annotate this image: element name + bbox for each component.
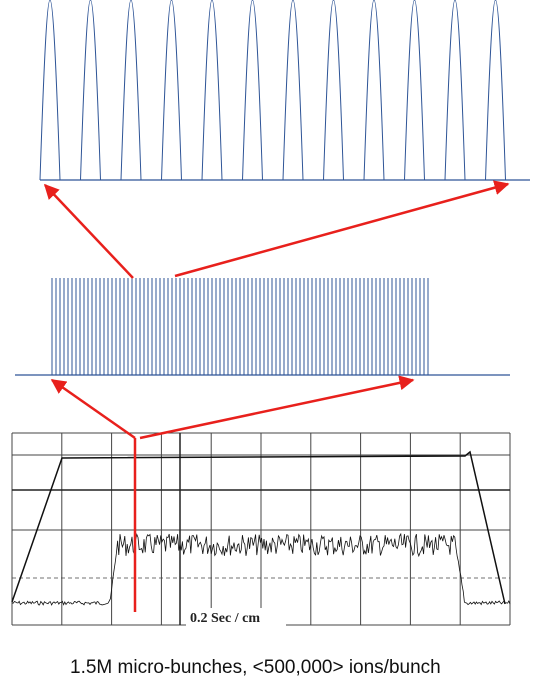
micro-bunch-train — [52, 278, 428, 375]
peak — [81, 0, 101, 180]
arrow — [45, 185, 133, 278]
peak — [243, 0, 263, 180]
envelope-trace — [12, 452, 505, 604]
peak — [283, 0, 303, 180]
peak — [40, 0, 60, 180]
scope-label: 0.2 Sec / cm — [190, 611, 260, 626]
peak — [324, 0, 344, 180]
arrow — [140, 380, 413, 438]
page: 0.2 Sec / cm 1.5M micro-bunches, <500,00… — [0, 0, 553, 687]
peak — [405, 0, 425, 180]
caption: 1.5M micro-bunches, <500,000> ions/bunch — [70, 657, 441, 678]
peak — [121, 0, 141, 180]
peak — [202, 0, 222, 180]
figure: 0.2 Sec / cm 1.5M micro-bunches, <500,00… — [0, 0, 553, 687]
peak — [364, 0, 384, 180]
bunch-peaks — [40, 0, 506, 180]
zoom-arrows — [45, 184, 508, 612]
peak — [445, 0, 465, 180]
peak — [486, 0, 506, 180]
oscilloscope-trace — [12, 433, 510, 625]
peak — [162, 0, 182, 180]
arrow — [175, 184, 508, 276]
arrow — [52, 380, 135, 438]
